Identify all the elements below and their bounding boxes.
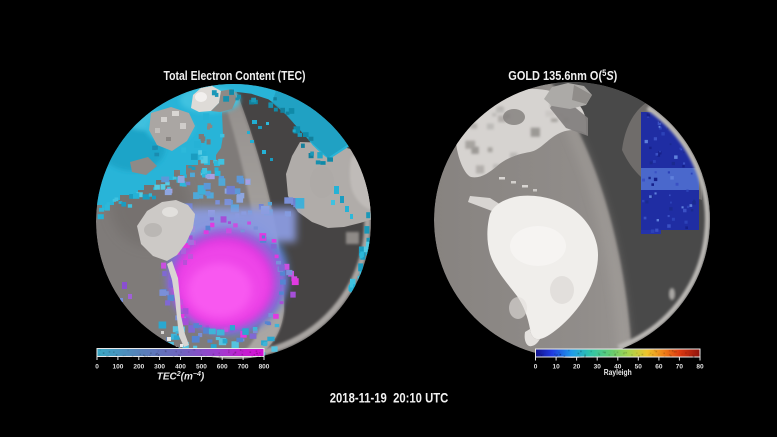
svg-text:50: 50	[635, 364, 643, 371]
svg-text:20: 20	[573, 364, 581, 371]
svg-text:100: 100	[112, 364, 123, 371]
svg-text:400: 400	[175, 364, 186, 371]
svg-text:Total Electron Content (TEC): Total Electron Content (TEC)	[164, 68, 306, 83]
svg-text:TEC2(m−4): TEC2(m−4)	[157, 371, 205, 383]
svg-text:300: 300	[154, 364, 165, 371]
svg-text:0: 0	[95, 364, 99, 371]
svg-text:800: 800	[259, 364, 270, 371]
svg-text:700: 700	[238, 364, 249, 371]
svg-text:70: 70	[676, 364, 684, 371]
svg-text:500: 500	[196, 364, 207, 371]
svg-text:2018-11-19 20:10 UTC: 2018-11-19 20:10 UTC	[330, 390, 449, 406]
svg-text:40: 40	[614, 364, 622, 371]
svg-text:60: 60	[655, 364, 663, 371]
svg-text:Rayleigh: Rayleigh	[604, 368, 632, 377]
svg-text:10: 10	[552, 364, 560, 371]
svg-text:80: 80	[696, 364, 704, 371]
svg-text:200: 200	[133, 364, 144, 371]
svg-text:GOLD 135.6nm O(5S): GOLD 135.6nm O(5S)	[508, 68, 617, 83]
svg-text:30: 30	[594, 364, 602, 371]
svg-text:600: 600	[217, 364, 228, 371]
svg-text:0: 0	[534, 364, 538, 371]
